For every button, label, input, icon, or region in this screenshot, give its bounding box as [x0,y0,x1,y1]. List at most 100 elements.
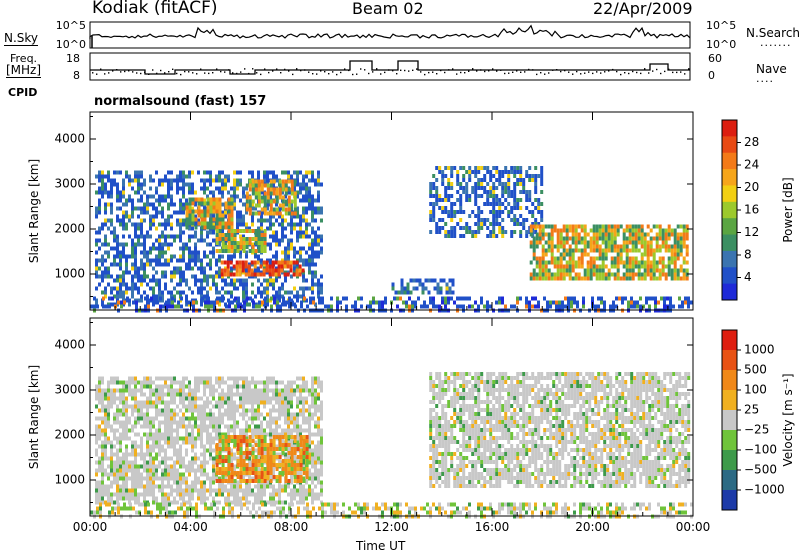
scatter-cell [643,276,647,281]
scatter-cell [164,400,167,405]
scatter-cell [486,198,490,202]
scatter-cell [200,230,203,235]
scatter-cell [525,198,529,202]
scatter-cell [146,210,149,215]
scatter-cell [489,170,493,174]
scatter-cell [501,182,505,186]
scatter-cell [146,468,149,473]
scatter-cell [278,400,281,405]
scatter-cell [134,282,137,287]
scatter-cell [206,432,209,437]
scatter-cell [197,250,200,255]
scatter-cell [182,436,185,441]
scatter-cell [471,230,475,234]
scatter-cell [278,183,282,188]
scatter-cell [286,260,290,265]
scatter-cell [565,224,569,229]
scatter-cell [483,218,487,222]
scatter-cell [152,420,155,425]
scatter-cell [601,240,605,245]
scatter-cell [616,224,620,229]
scatter-cell [101,432,104,437]
scatter-cell [164,404,167,409]
scatter-cell [441,178,445,182]
scatter-cell [438,218,442,222]
scatter-cell [559,244,563,249]
scatter-cell [209,209,213,214]
scatter-cell [101,476,104,481]
scatter-cell [227,254,230,259]
scatter-cell [633,300,636,305]
scatter-cell [230,396,233,401]
scatter-cell [655,244,659,249]
scatter-cell [101,376,104,381]
scatter-cell [131,286,134,291]
scatter-cell [101,396,104,401]
scatter-cell [107,420,110,425]
scatter-cell [113,420,116,425]
scatter-cell [171,300,174,305]
scatter-cell [134,456,137,461]
scatter-cell [215,270,218,275]
scatter-cell [275,211,279,216]
scatter-cell [158,452,161,457]
scatter-cell [242,229,246,233]
scatter-cell [197,258,200,263]
scatter-cell [652,248,656,253]
scatter-cell [122,202,125,207]
scatter-cell [565,248,569,253]
scatter-cell [528,304,531,309]
scatter-cell [451,282,455,287]
scatter-cell [296,412,299,417]
scatter-cell [269,492,272,497]
scatter-cell [179,222,182,227]
scatter-cell [137,186,140,191]
scatter-cell [200,380,203,385]
scatter-cell [435,222,439,226]
scatter-cell [218,237,222,241]
scatter-cell [248,488,251,493]
scatter-cell [176,476,179,481]
scatter-cell [185,202,188,207]
scatter-cell [257,179,261,184]
scatter-cell [272,278,275,283]
scatter-cell [257,496,260,501]
scatter-cell [110,448,113,453]
scatter-cell [278,488,281,493]
nave-dot [296,68,298,70]
scatter-cell [435,304,438,309]
scatter-cell [200,286,203,291]
scatter-cell [143,484,146,489]
scatter-cell [266,187,270,192]
scatter-cell [212,464,215,469]
scatter-cell [170,258,173,263]
scatter-cell [143,476,146,481]
scatter-cell [414,300,417,305]
scatter-cell [320,246,323,251]
scatter-cell [544,232,548,237]
scatter-cell [206,194,209,199]
scatter-cell [101,408,104,413]
scatter-cell [161,492,164,497]
scatter-cell [418,278,422,283]
scatter-cell [167,412,170,417]
scatter-cell [233,416,236,421]
scatter-cell [498,214,502,218]
scatter-cell [678,304,681,309]
scatter-cell [239,198,242,203]
scatter-cell [152,202,155,207]
scatter-cell [239,214,242,219]
scatter-cell [266,278,269,283]
scatter-cell [248,199,252,204]
scatter-cell [242,388,245,393]
scatter-cell [215,197,219,202]
scatter-cell [568,256,572,261]
nave-dot [204,72,206,74]
scatter-cell [507,174,511,178]
scatter-cell [155,496,158,501]
scatter-cell [203,412,206,417]
scatter-cell [95,230,98,235]
scatter-cell [670,248,674,253]
scatter-cell [101,464,104,469]
scatter-cell [639,296,642,301]
